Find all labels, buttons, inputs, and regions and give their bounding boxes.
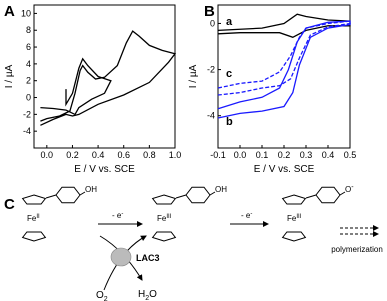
x-tick-label: 0.3 <box>300 150 313 160</box>
substituent-base: OH <box>85 185 97 194</box>
y-tick-label: 8 <box>26 25 31 35</box>
product-label: polymerization <box>331 245 383 254</box>
electron-charge: - <box>121 211 123 217</box>
step-label: - e- <box>112 211 123 220</box>
cyclopentadienyl <box>151 231 177 242</box>
product-rest: O <box>149 289 157 300</box>
cv-curve <box>217 20 351 96</box>
iron-symbol: Fe <box>287 214 297 223</box>
cv-curve <box>40 57 112 116</box>
y-tick-label: -2 <box>207 65 215 75</box>
enzyme-label: LAC3 <box>136 253 160 263</box>
y-tick-label: 4 <box>26 59 31 69</box>
cyclopentadienyl <box>151 194 177 205</box>
benzene-ring <box>185 186 211 204</box>
iron-label: FeIII <box>287 214 302 223</box>
x-tick-label: 0.4 <box>322 150 335 160</box>
x-tick-label: 0.1 <box>256 150 269 160</box>
cyclopentadienyl <box>21 231 47 242</box>
iron-symbol: Fe <box>157 214 167 223</box>
cyclopentadienyl <box>21 194 47 205</box>
iron-label: FeIII <box>157 214 172 223</box>
y-tick-label: 2 <box>26 76 31 86</box>
x-tick-label: 0.2 <box>66 150 79 160</box>
iron-label: FeII <box>27 214 40 223</box>
oxidation-state: III <box>296 214 301 220</box>
product-base: H <box>138 289 145 300</box>
x-axis-label: E / V vs. SCE <box>254 164 315 175</box>
y-axis-label: I / µA <box>188 64 199 88</box>
y-axis-label: I / µA <box>4 64 15 88</box>
step-text: - e <box>112 211 122 220</box>
panel-label: C <box>4 196 15 213</box>
bond <box>79 191 86 196</box>
substituent: O- <box>345 184 354 194</box>
bond <box>305 194 317 199</box>
substituent-base: O <box>345 185 351 194</box>
substituent: OH <box>215 185 227 194</box>
y-tick-label: -4 <box>23 126 31 136</box>
x-tick-label: 0.4 <box>92 150 105 160</box>
product-label: H2O <box>138 289 157 301</box>
plot-frame <box>33 4 176 149</box>
product-sub: 2 <box>145 295 149 301</box>
cyclopentadienyl <box>281 231 307 242</box>
x-axis-label: E / V vs. SCE <box>74 164 135 175</box>
y-tick-label: -2 <box>23 109 31 119</box>
substituent-base: OH <box>215 185 227 194</box>
cv-curve <box>217 20 351 119</box>
series-label: c <box>226 68 232 80</box>
y-tick-label: 6 <box>26 42 31 52</box>
step-text: - e <box>241 211 251 220</box>
x-tick-label: 0.2 <box>278 150 291 160</box>
cyclopentadienyl <box>281 194 307 205</box>
x-tick-label: 0.0 <box>234 150 247 160</box>
bond <box>339 191 346 196</box>
enzyme-blob <box>110 247 132 267</box>
bond <box>45 194 57 199</box>
panel-label: A <box>4 3 15 20</box>
substituent: OH <box>85 185 97 194</box>
x-tick-label: -0.1 <box>210 150 226 160</box>
series-label: a <box>226 16 233 28</box>
y-tick-label: 0 <box>26 93 31 103</box>
x-tick-label: 1.0 <box>169 150 182 160</box>
bond <box>209 191 216 196</box>
panel-label: B <box>204 3 215 20</box>
iron-symbol: Fe <box>27 214 37 223</box>
charge: - <box>351 184 354 191</box>
benzene-ring <box>55 186 81 204</box>
bond <box>175 194 187 199</box>
y-tick-label: -4 <box>207 111 215 121</box>
reactant-sub: 2 <box>104 296 108 301</box>
series-label: b <box>226 116 233 128</box>
cv-curve <box>40 30 177 126</box>
y-tick-label: 10 <box>21 8 31 18</box>
y-tick-label: 0 <box>210 18 215 28</box>
oxidation-state: II <box>36 214 40 220</box>
x-tick-label: 0.8 <box>143 150 156 160</box>
electron-charge: - <box>250 211 252 217</box>
reactant-base: O <box>96 290 104 301</box>
x-tick-label: 0.0 <box>41 150 54 160</box>
x-tick-label: 0.6 <box>117 150 130 160</box>
step-label: - e- <box>241 211 252 220</box>
oxidation-state: III <box>166 214 171 220</box>
benzene-ring <box>315 186 341 204</box>
x-tick-label: 0.5 <box>344 150 357 160</box>
cv-curve <box>217 13 351 39</box>
reactant-label: O2 <box>96 290 108 301</box>
